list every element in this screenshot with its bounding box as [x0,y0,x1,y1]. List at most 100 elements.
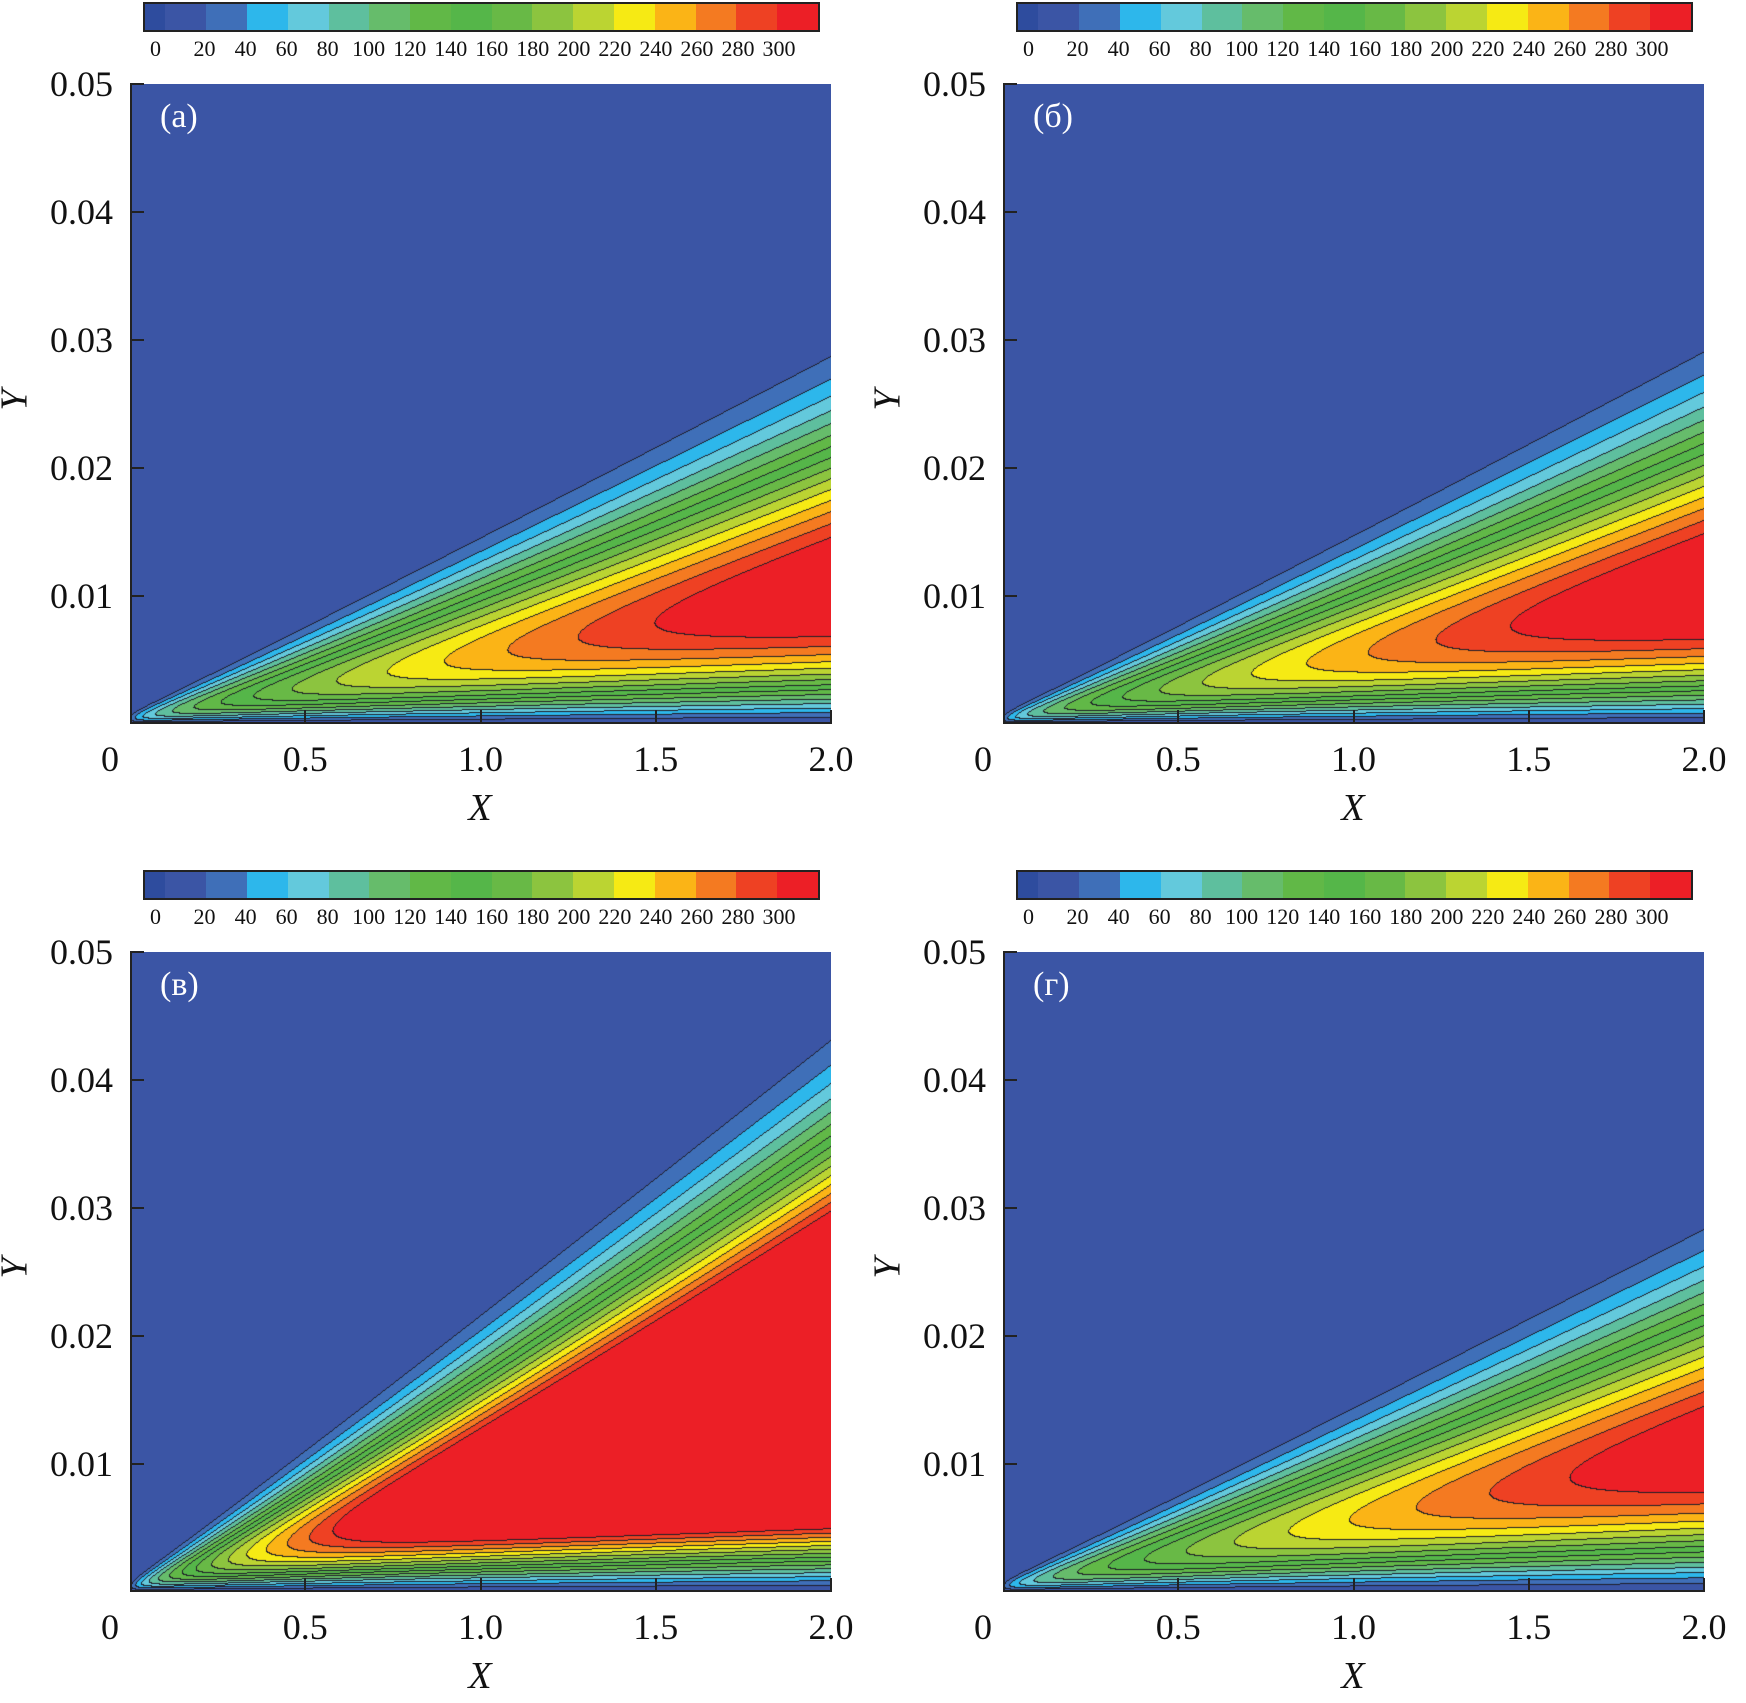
x-axis-label: X [1341,787,1365,829]
y-axis-label: Y [866,1257,909,1279]
colorbar-label: 60 [275,36,298,61]
colorbar-cell [1323,4,1365,30]
colorbar-label: 20 [193,904,216,929]
x-tick-mark [1177,1578,1180,1592]
contour-panel-1: 0 20 40 60 80 100 120 140 160 180 200 220 240 260 280 3… [0,0,873,851]
colorbar-cell [613,4,655,30]
colorbar-cell [1609,4,1651,30]
colorbar-label: 80 [1189,904,1212,929]
x-tick-mark [1352,1578,1355,1592]
colorbar-cell [369,872,411,898]
colorbar-cell [1038,4,1080,30]
x-tick-label: 0 [101,1607,119,1647]
x-tick-label: 1.0 [1331,739,1376,779]
colorbar-label: 160 [1348,904,1382,929]
colorbar-cell [450,872,492,898]
colorbar-cell [328,4,370,30]
y-tick-mark [130,83,144,85]
colorbar-label: 200 [557,904,591,929]
colorbar-label: 40 [1107,904,1130,929]
colorbar-label: 260 [1553,36,1587,61]
x-tick-label: 1.0 [458,739,503,779]
colorbar-cell [491,872,533,898]
colorbar-label: 120 [393,36,427,61]
y-tick-mark [130,1207,144,1209]
colorbar-label: 140 [1307,36,1341,61]
colorbar-cell [165,872,207,898]
y-axis-line [1003,84,1005,724]
y-tick-mark [1003,1079,1017,1081]
y-tick-label: 0.01 [923,576,986,616]
colorbar-label: 140 [434,904,468,929]
colorbar-cell [1079,872,1120,898]
colorbar-label: 180 [516,36,550,61]
colorbar-cell [1201,4,1243,30]
colorbar-label: 180 [1389,36,1423,61]
x-tick-label: 0.5 [1155,1607,1201,1647]
colorbar [1016,870,1693,900]
colorbar-label: 100 [352,904,386,929]
colorbar [143,870,820,900]
y-tick-label: 0.03 [50,1188,113,1228]
contour-field [1003,84,1704,724]
colorbar-cell [532,872,574,898]
colorbar-label: 100 [352,36,386,61]
colorbar-label: 40 [234,36,257,61]
x-tick-label: 0 [101,739,119,779]
colorbar-cell [1405,4,1447,30]
colorbar-cell [328,872,370,898]
y-tick-mark [130,211,144,213]
colorbar-cell [736,4,778,30]
y-tick-label: 0.04 [50,192,113,232]
y-tick-label: 0.01 [50,576,113,616]
colorbar-label: 160 [1348,36,1382,61]
y-tick-mark [1003,83,1017,85]
colorbar-label: 20 [1066,36,1089,61]
colorbar-label: 140 [1307,904,1341,929]
y-tick-label: 0.04 [923,192,986,232]
colorbar-cell [573,4,614,30]
x-tick-label: 1.0 [458,1607,503,1647]
colorbar-cell [613,872,655,898]
x-tick-mark [1703,710,1705,724]
y-axis-label: Y [0,1257,37,1278]
colorbar-cell [1568,4,1610,30]
colorbar-label: 280 [1594,36,1628,61]
colorbar-cell [287,4,329,30]
colorbar-cell [410,872,451,898]
y-tick-label: 0.04 [50,1060,113,1100]
colorbar-cell [1609,872,1651,898]
x-axis-label: X [468,787,492,829]
colorbar-labels: 0 20 40 60 80 100 120 140 160 180 200 220 240 260 280 3… [1016,36,1693,62]
colorbar-label: 80 [316,36,339,61]
colorbar-cell [532,4,574,30]
colorbar-label: 300 [1635,904,1669,929]
colorbar-label: 260 [1553,904,1587,929]
colorbar-cell [1323,872,1365,898]
colorbar [1016,2,1693,32]
y-axis-line [130,952,132,1592]
colorbar-label: 200 [1430,904,1464,929]
colorbar-labels: 0 20 40 60 80 100 120 140 160 180 200 220 240 260 280 3… [1016,904,1693,930]
colorbar-cell [369,4,411,30]
colorbar-cell [695,4,737,30]
colorbar-cell [654,4,696,30]
y-tick-mark [130,1079,144,1081]
colorbar-cell [1018,872,1039,898]
y-tick-mark [1003,1335,1017,1337]
y-axis-line [1003,952,1005,1592]
colorbar-labels: 0 20 40 60 80 100 120 140 160 180 200 220 240 260 280 3… [143,36,820,62]
colorbar-label: 260 [680,904,714,929]
y-tick-mark [1003,211,1017,213]
colorbar-label: 280 [721,904,755,929]
colorbar-cell [1119,4,1161,30]
x-axis-label: X [468,1655,492,1697]
colorbar-cell [246,4,288,30]
x-tick-label: 0.5 [282,1607,328,1647]
colorbar-cell [654,872,696,898]
colorbar-cell [736,872,778,898]
colorbar-cell [1527,872,1569,898]
x-tick-label: 0 [974,739,992,779]
colorbar-cell [1568,872,1610,898]
y-axis-label: Y [0,389,37,410]
